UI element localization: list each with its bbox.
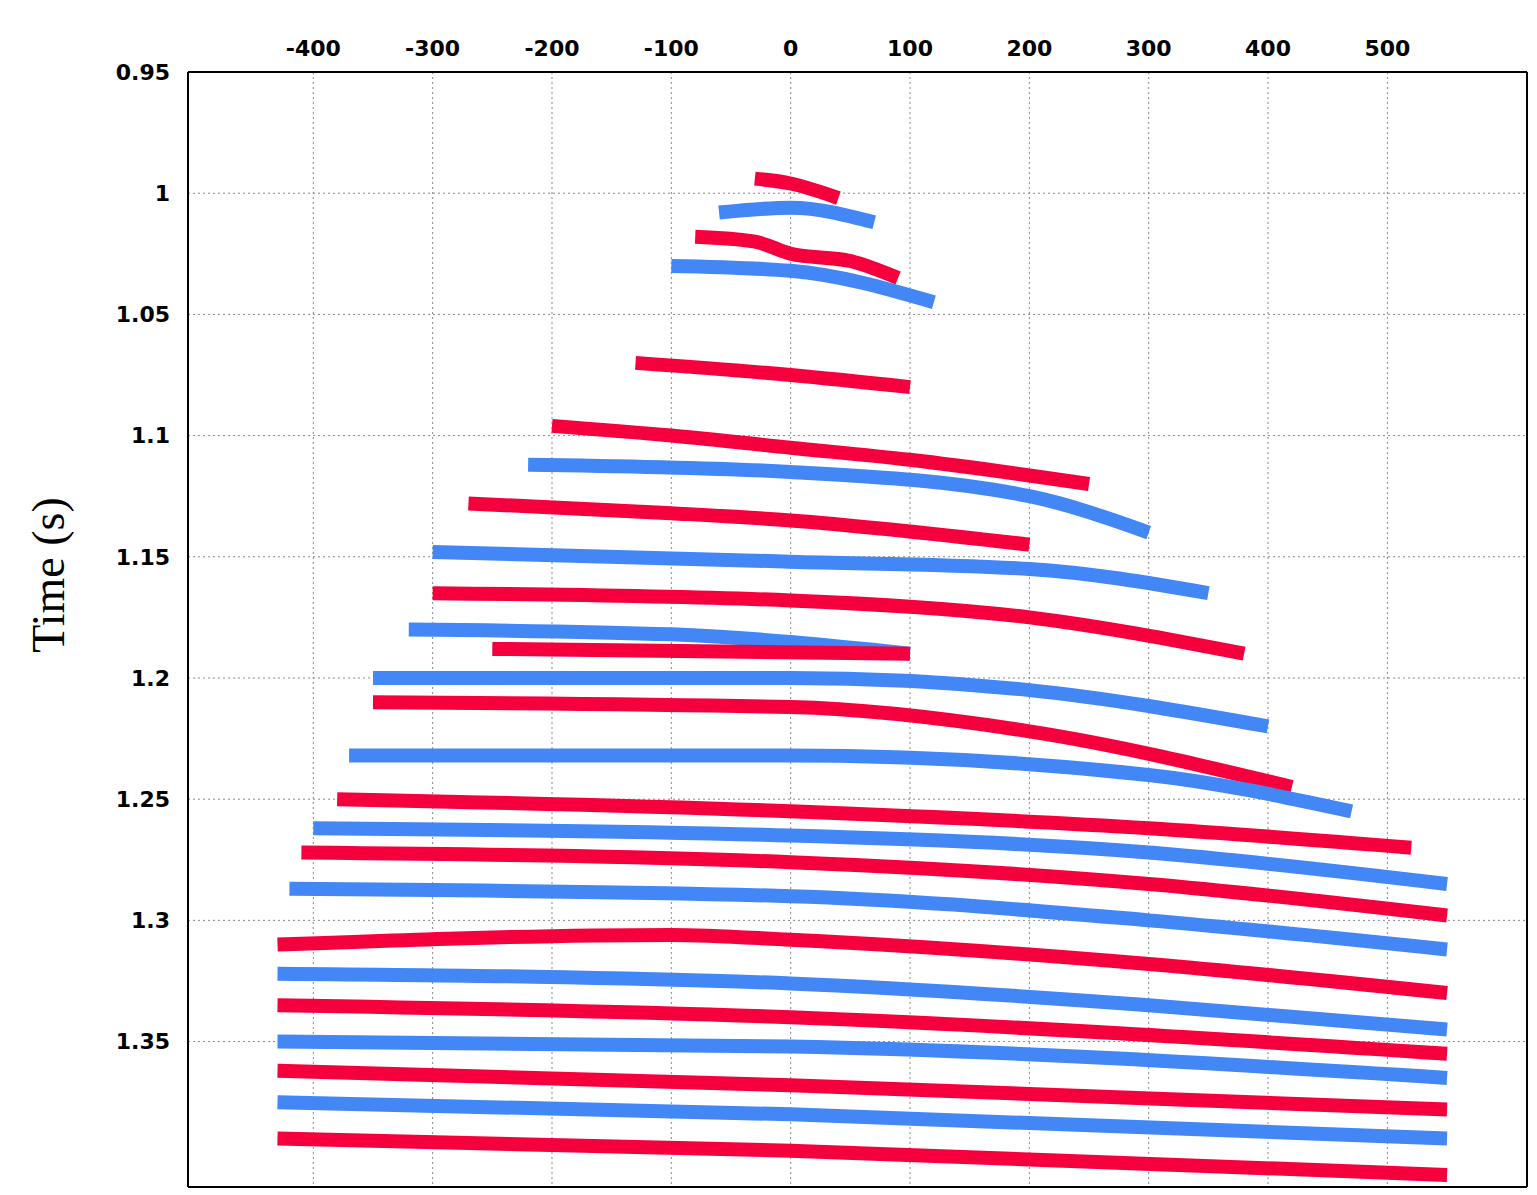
svg-text:-100: -100 bbox=[644, 36, 699, 61]
svg-text:0.95: 0.95 bbox=[116, 60, 170, 85]
svg-text:-400: -400 bbox=[286, 36, 341, 61]
svg-text:1: 1 bbox=[155, 181, 170, 206]
svg-text:500: 500 bbox=[1364, 36, 1410, 61]
svg-text:1.15: 1.15 bbox=[116, 545, 170, 570]
svg-text:1.2: 1.2 bbox=[131, 666, 170, 691]
svg-text:200: 200 bbox=[1006, 36, 1052, 61]
svg-text:-300: -300 bbox=[405, 36, 460, 61]
svg-text:1.05: 1.05 bbox=[116, 302, 170, 327]
svg-text:100: 100 bbox=[887, 36, 933, 61]
svg-text:1.3: 1.3 bbox=[131, 908, 170, 933]
svg-text:1.35: 1.35 bbox=[116, 1029, 170, 1054]
svg-text:300: 300 bbox=[1126, 36, 1172, 61]
html-text:Time (s): Time (s) bbox=[22, 497, 74, 653]
svg-text:0: 0 bbox=[783, 36, 798, 61]
svg-text:1.25: 1.25 bbox=[116, 787, 170, 812]
svg-text:400: 400 bbox=[1245, 36, 1291, 61]
svg-text:1.1: 1.1 bbox=[131, 423, 170, 448]
svg-text:-200: -200 bbox=[524, 36, 579, 61]
